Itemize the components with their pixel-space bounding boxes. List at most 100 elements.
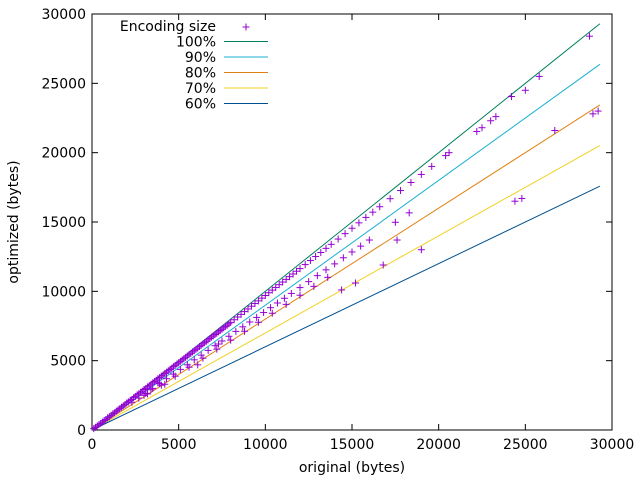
scatter-point [254,318,262,326]
legend-label: 70% [185,81,216,97]
scatter-point [282,300,290,308]
scatter-point [341,230,349,238]
scatter-point [128,398,136,406]
scatter-point [280,294,288,302]
scatter-point [379,261,387,269]
scatter-point [225,320,233,328]
scatter-point [218,337,226,345]
scatter-point [163,375,171,383]
x-axis-ticks: 0 5000 10000 15000 20000 25000 30000 [88,14,635,453]
scatter-point [232,327,240,335]
scatter-point [161,380,169,388]
scatter-point [313,272,321,280]
x-tick-label: 20000 [416,437,461,453]
scatter-point [105,413,113,421]
scatter-point [185,363,193,371]
scatter-point [213,345,221,353]
scatter-point [215,340,223,348]
legend-label: 80% [185,66,216,82]
series-line-90pct [91,63,601,431]
scatter-point [190,356,198,364]
scatter-point [386,195,394,203]
series-line-70pct [91,145,601,431]
scatter-point [348,248,356,256]
x-tick-label: 25000 [503,437,548,453]
scatter-point [156,380,164,388]
scatter-point [296,265,304,273]
scatter-point [594,107,602,115]
scatter-point [397,187,405,195]
scatter-point [511,197,519,205]
scatter-point [362,213,370,221]
x-tick-label: 15000 [330,437,375,453]
scatter-point [194,361,202,369]
scatter-point [119,402,127,410]
scatter-point [365,236,373,244]
scatter-point [585,32,593,40]
scatter-point [351,279,359,287]
scatter-point [331,260,339,268]
scatter-point [348,224,356,232]
scatter-point [339,254,347,262]
scatter-point [241,327,249,335]
scatter-point [322,266,330,274]
scatter-point [322,244,330,252]
scatter-points [90,32,602,433]
scatter-point [417,246,425,254]
scatter-point [227,336,235,344]
scatter-point [199,354,207,362]
scatter-point [551,126,559,134]
x-tick-label: 10000 [243,437,288,453]
scatter-point [225,332,233,340]
scatter-point [393,236,401,244]
scatter-point [391,218,399,226]
x-tick-label: 5000 [161,437,197,453]
scatter-point [589,110,597,118]
scatter-point [296,291,304,299]
scatter-point [306,257,314,265]
y-tick-label: 20000 [41,146,86,162]
legend-label: 90% [185,50,216,66]
scatter-point [417,170,425,178]
scatter-point [442,152,450,160]
scatter-point [376,203,384,211]
scatter-point [143,390,151,398]
scatter-point [154,379,162,387]
scatter-point [369,208,377,216]
scatter-point [405,209,413,217]
scatter-point [355,219,363,227]
scatter-point [327,240,335,248]
scatter-point [135,394,143,402]
scatter-point [301,261,309,269]
scatter-point [296,284,304,292]
scatter-point [445,149,453,157]
scatter-point [273,299,281,307]
scatter-point [211,342,219,350]
scatter-point [518,194,526,202]
series-line-60pct [91,185,601,431]
scatter-point [473,127,481,135]
y-tick-label: 30000 [41,7,86,23]
y-tick-label: 0 [77,423,86,439]
scatter-point [287,289,295,297]
scatter-point [246,318,254,326]
scatter-point [317,249,325,257]
x-tick-label: 30000 [590,437,635,453]
scatter-point [407,178,415,186]
scatter-point [334,235,342,243]
scatter-point [149,384,157,392]
scatter-point [521,86,529,94]
scatter-point [176,365,184,373]
legend-label: 60% [185,97,216,113]
scatter-point [310,282,318,290]
scatter-point [428,162,436,170]
legend-label: 100% [176,35,216,51]
scatter-point [239,323,247,331]
y-tick-label: 10000 [41,284,86,300]
scatter-point [253,313,261,321]
x-tick-label: 0 [88,437,97,453]
y-tick-label: 15000 [41,215,86,231]
